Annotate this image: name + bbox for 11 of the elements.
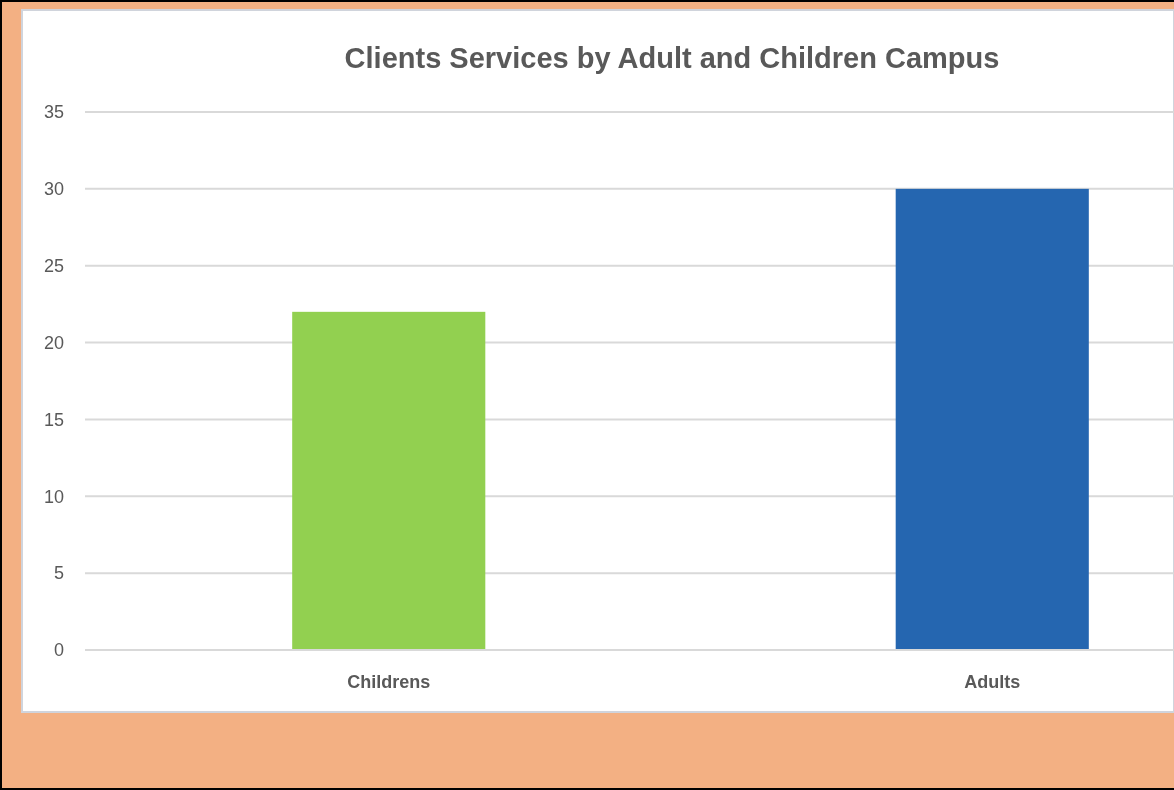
y-tick-label: 10 xyxy=(43,486,64,507)
y-tick-label: 25 xyxy=(43,256,64,277)
x-tick-label: Childrens xyxy=(347,672,431,692)
y-tick-label: 20 xyxy=(43,332,64,353)
y-tick-label: 0 xyxy=(53,640,64,661)
y-tick-label: 5 xyxy=(53,563,64,584)
chart-title: Clients Services by Adult and Children Campus xyxy=(344,42,1000,74)
y-tick-label: 30 xyxy=(43,179,64,200)
y-tick-label: 35 xyxy=(43,102,64,123)
x-tick-label: Adults xyxy=(964,672,1021,692)
y-tick-label: 15 xyxy=(43,409,64,430)
